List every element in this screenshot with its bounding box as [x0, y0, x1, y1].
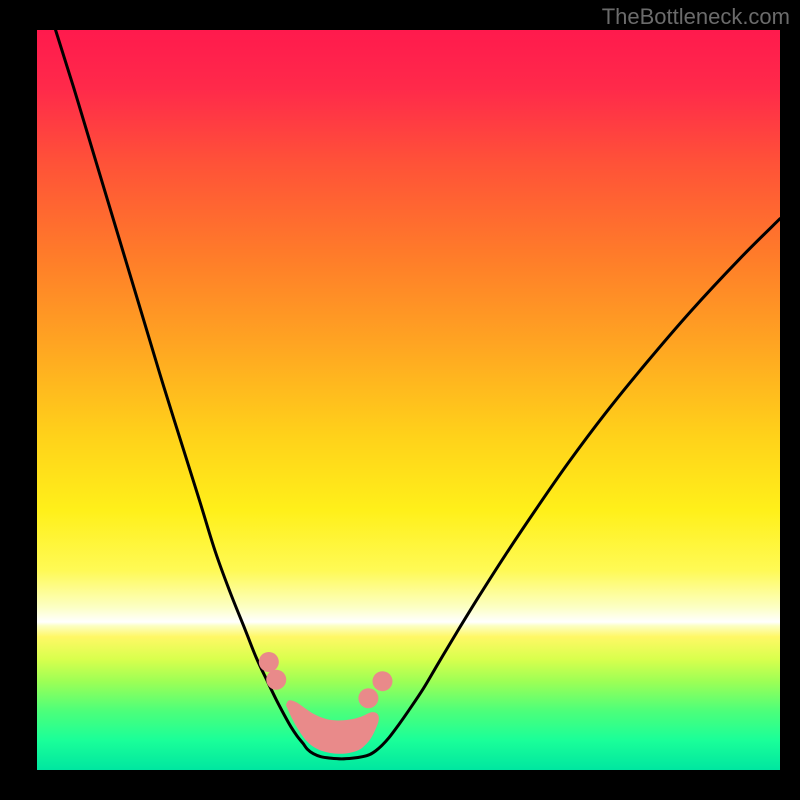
watermark-text: TheBottleneck.com — [602, 4, 790, 30]
chart-plot-area — [37, 30, 780, 770]
gradient-background — [37, 30, 780, 770]
